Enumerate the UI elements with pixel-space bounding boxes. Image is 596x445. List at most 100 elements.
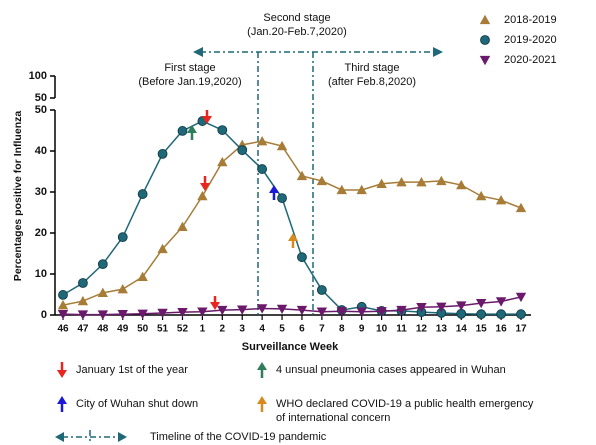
data-point (416, 176, 427, 187)
data-point (396, 305, 407, 316)
x-tick-label: 6 (299, 324, 305, 335)
data-point (456, 301, 467, 311)
data-point (117, 232, 128, 243)
data-point (475, 190, 487, 201)
x-tick-label: 17 (515, 324, 527, 335)
x-tick-label: 15 (476, 324, 488, 335)
data-point (336, 307, 347, 317)
data-point (217, 125, 228, 135)
data-point (277, 193, 287, 204)
x-tick-label: 49 (117, 324, 129, 335)
series-line (62, 120, 521, 315)
data-point (197, 307, 208, 317)
data-point (117, 310, 128, 320)
data-point (496, 309, 506, 320)
data-point (257, 164, 268, 174)
data-point (276, 304, 288, 315)
x-tick-label: 5 (279, 324, 285, 335)
data-point (177, 307, 188, 318)
event-legend-label: January 1st of the year (76, 364, 188, 376)
data-point (515, 202, 527, 213)
stage-label: (Before Jan.19,2020) (138, 76, 241, 88)
series-line (62, 140, 522, 306)
data-point (97, 287, 109, 298)
legend-label: 2019-2020 (504, 34, 557, 46)
data-point (436, 175, 447, 186)
event-arrowhead (187, 125, 197, 133)
y-tick-label: 20 (35, 227, 47, 239)
y-tick-label: 0 (41, 309, 47, 321)
event-arrowhead (57, 396, 67, 404)
stage-label: Third stage (344, 62, 399, 74)
x-tick-label: 11 (396, 324, 407, 335)
event-legend-label: 4 unsual pneumonia cases appeared in Wuh… (276, 364, 506, 376)
data-point (58, 290, 68, 300)
legend-marker (479, 14, 491, 25)
data-point (78, 278, 88, 288)
data-point (237, 305, 248, 315)
data-point (197, 190, 208, 201)
data-point (57, 310, 69, 320)
data-point (97, 259, 108, 270)
y-tick-label: 100 (29, 70, 47, 82)
data-point (276, 140, 288, 151)
data-point (217, 156, 228, 167)
data-point (356, 307, 367, 317)
x-tick-label: 1 (200, 324, 206, 335)
x-tick-label: 52 (177, 324, 189, 335)
x-tick-label: 14 (456, 324, 468, 335)
data-point (137, 189, 148, 199)
data-point (296, 305, 308, 316)
y-tick-label: 50 (35, 92, 47, 104)
x-tick-label: 9 (359, 324, 365, 335)
event-arrowhead (257, 362, 267, 370)
timeline-arrowhead (193, 47, 203, 57)
data-point (177, 126, 188, 136)
data-point (237, 145, 248, 156)
data-point (297, 252, 307, 263)
timeline-arrowhead (118, 432, 127, 442)
x-axis-label: Surveillance Week (242, 341, 339, 353)
data-point (456, 179, 467, 190)
x-tick-label: 16 (496, 324, 508, 335)
event-legend-label: of international concern (276, 412, 390, 424)
legend-marker (480, 35, 490, 45)
x-tick-label: 13 (436, 324, 448, 335)
y-tick-label: 30 (35, 186, 47, 198)
data-point (77, 295, 89, 306)
data-point (336, 184, 347, 195)
event-arrowhead (257, 396, 267, 404)
data-point (137, 271, 148, 282)
x-tick-label: 47 (77, 324, 89, 335)
data-point (495, 297, 507, 307)
data-point (316, 175, 328, 186)
event-arrowhead (57, 370, 67, 378)
data-point (296, 170, 308, 181)
legend-label: 2018-2019 (504, 14, 557, 26)
data-point (217, 305, 228, 316)
data-point (316, 285, 327, 295)
x-tick-label: 4 (259, 324, 265, 335)
event-arrowhead (269, 185, 279, 193)
stage-label: (after Feb.8,2020) (328, 76, 416, 88)
x-tick-label: 46 (57, 324, 69, 335)
timeline-label: Timeline of the COVID-19 pandemic (150, 431, 327, 443)
legend-marker (479, 55, 491, 66)
stage-label: Second stage (263, 12, 330, 24)
x-tick-label: 48 (97, 324, 109, 335)
legend-label: 2020-2021 (504, 54, 557, 66)
data-point (256, 304, 268, 314)
x-tick-label: 7 (319, 324, 325, 335)
event-arrowhead (202, 116, 212, 124)
data-point (57, 299, 69, 310)
data-point (515, 292, 527, 303)
y-tick-label: 40 (35, 145, 47, 157)
y-tick-label: 50 (35, 104, 47, 116)
data-point (376, 307, 387, 317)
data-point (117, 283, 128, 294)
y-axis-label: Percentages positive for Influenza (12, 111, 24, 282)
data-point (316, 307, 328, 317)
event-arrowhead (210, 302, 220, 310)
data-point (356, 184, 367, 195)
